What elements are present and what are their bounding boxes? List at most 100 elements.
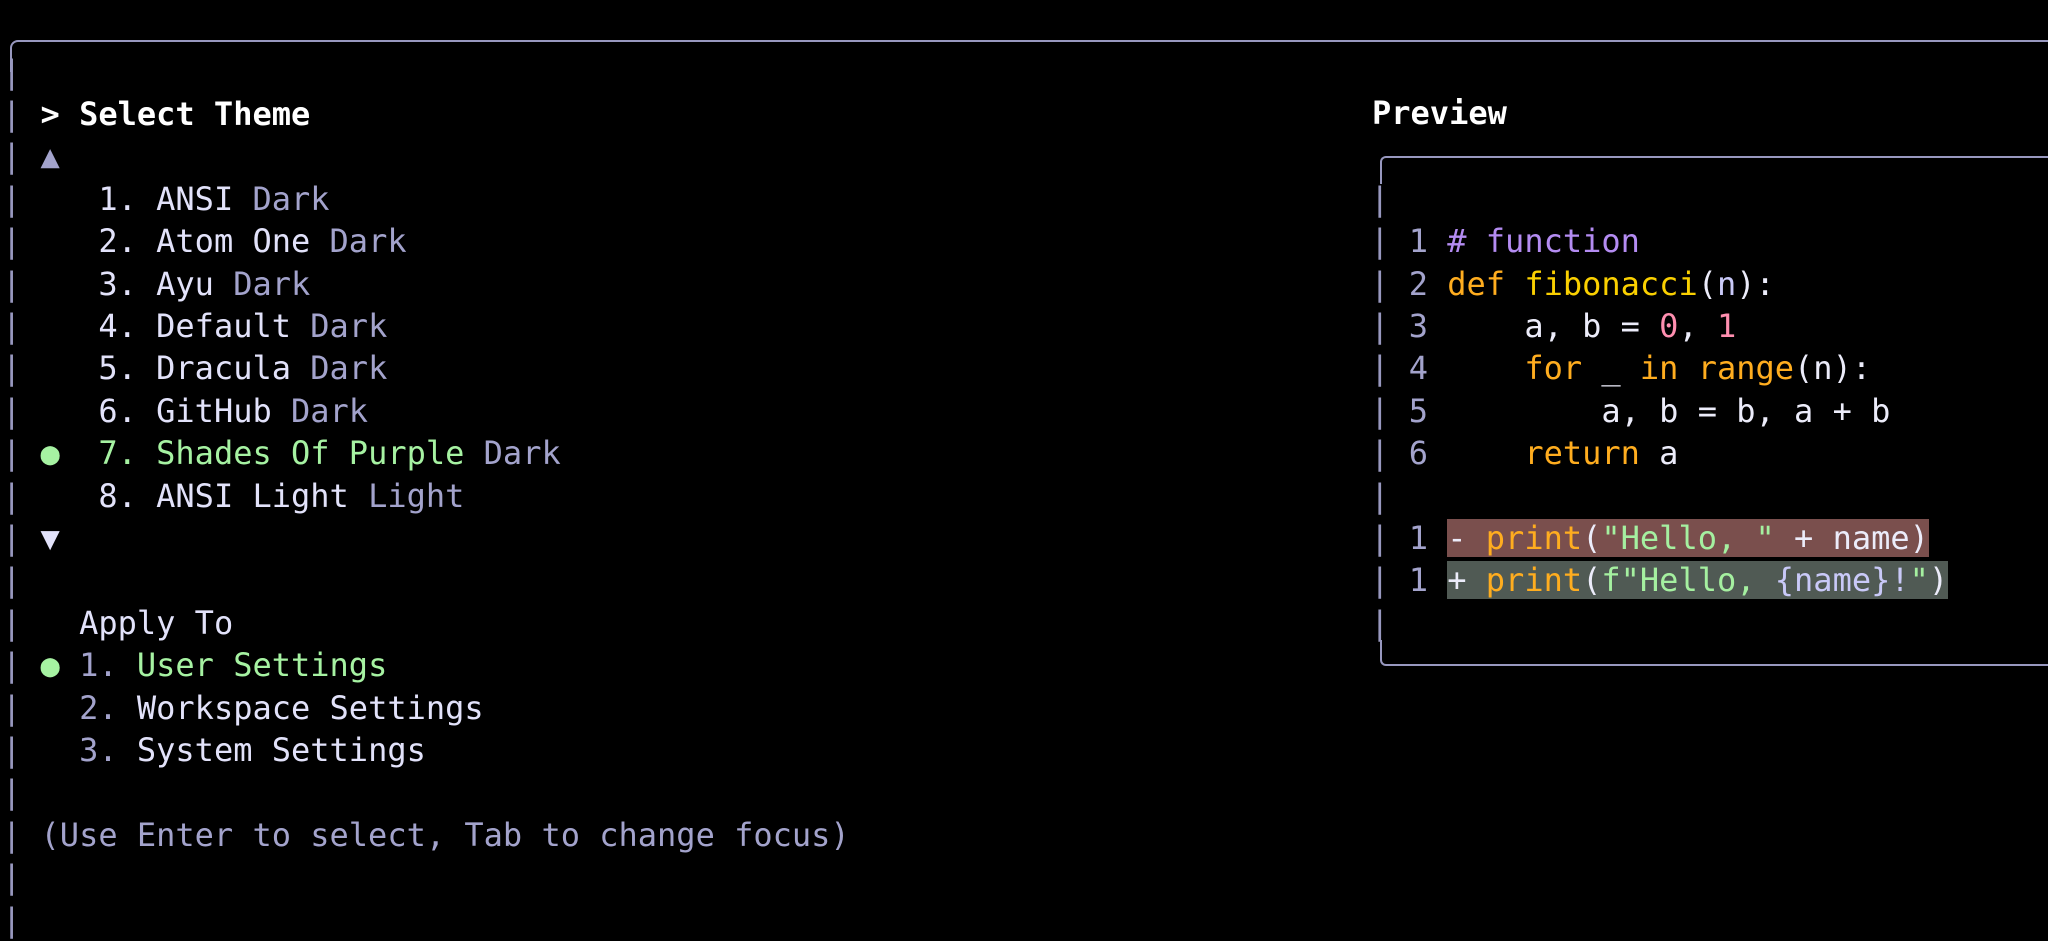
code-token-fn: fibonacci — [1524, 264, 1698, 303]
border-segment: | — [2, 434, 22, 473]
theme-type: Light — [368, 476, 465, 515]
theme-name: GitHub — [156, 391, 272, 430]
theme-option[interactable]: 2. Atom One Dark — [98, 220, 406, 262]
border-segment: | — [2, 858, 22, 897]
theme-option[interactable]: 4. Default Dark — [98, 305, 387, 347]
code-content: a, b = 0, 1 — [1447, 307, 1736, 345]
theme-option[interactable]: 7. Shades Of Purple Dark — [98, 432, 560, 474]
border-segment: | — [2, 519, 22, 557]
code-token-var: n — [1716, 264, 1737, 303]
theme-type: Dark — [310, 307, 388, 345]
border-segment: | — [2, 646, 22, 685]
code-token-kw: in — [1639, 349, 1698, 388]
code-token-plain: ( — [1582, 519, 1602, 557]
theme-name: ANSI — [156, 179, 234, 218]
border-segment: | — [2, 900, 22, 939]
apply-to-option[interactable]: 3. System Settings — [79, 729, 426, 771]
preview-box-border-bottom — [1380, 640, 2048, 666]
theme-name: Dracula — [156, 349, 291, 388]
line-number: 2 — [1409, 263, 1428, 305]
theme-option[interactable]: 1. ANSI Dark — [98, 178, 329, 220]
theme-number: 5. — [98, 349, 137, 388]
code-token-plain: _ — [1582, 349, 1640, 388]
theme-type: Dark — [329, 222, 407, 261]
theme-number: 6. — [98, 391, 137, 430]
line-number: 1 — [1408, 561, 1428, 600]
code-content: a, b = b, a + b — [1447, 392, 1890, 430]
apply-to-option[interactable]: 2. Workspace Settings — [79, 687, 484, 729]
border-segment: | — [2, 476, 22, 515]
preview-border-segment: | — [1370, 179, 1390, 218]
border-segment: | — [2, 773, 22, 812]
code-content: for _ in range(n): — [1447, 349, 1871, 387]
line-number: 3 — [1408, 307, 1428, 345]
code-line: for _ in range(n): — [1447, 347, 1871, 389]
line-number: 1 — [1409, 220, 1428, 262]
theme-type: Dark — [291, 391, 369, 430]
code-token-num: 0 — [1659, 307, 1679, 345]
code-token-kw: print — [1485, 561, 1583, 600]
code-token-str: f"Hello, — [1601, 561, 1775, 600]
code-line: + print(f"Hello, {name}!") — [1447, 559, 1949, 601]
theme-number: 3. — [98, 264, 137, 303]
theme-number: 8. — [98, 476, 137, 515]
code-token-kw: for — [1524, 349, 1583, 388]
preview-border-segment: | — [1370, 561, 1390, 600]
code-line: def fibonacci(n): — [1447, 263, 1775, 305]
code-token-plain: ( — [1697, 264, 1717, 303]
preview-border-segment: | — [1370, 603, 1390, 642]
border-segment: | — [2, 815, 22, 854]
line-number: 5 — [1408, 391, 1428, 430]
line-number: 1 — [1408, 222, 1428, 261]
preview-box-border — [1380, 156, 2048, 184]
border-segment: | — [2, 307, 22, 345]
preview-border-segment: | — [1370, 264, 1390, 303]
code-token-kw: print — [1485, 519, 1583, 557]
theme-number: 1. — [98, 179, 137, 218]
scroll-down-icon[interactable]: ▼ — [40, 519, 60, 557]
code-token-plain: a, b = b, a + b — [1447, 391, 1891, 430]
theme-type: Dark — [233, 264, 311, 303]
preview-border-segment: | — [1370, 349, 1390, 388]
code-token-plain: a, b = — [1447, 307, 1660, 345]
code-token-plain: + name) — [1774, 519, 1929, 557]
border-segment: | — [2, 603, 22, 642]
border-segment: | — [2, 349, 22, 388]
line-number: 6 — [1409, 432, 1428, 474]
theme-option[interactable]: 8. ANSI Light Light — [98, 475, 464, 517]
code-token-plain: (n): — [1794, 349, 1872, 388]
focus-caret: > — [40, 95, 60, 133]
apply-to-title: Apply To — [79, 603, 234, 642]
line-number: 1 — [1409, 559, 1428, 601]
border-segment: | — [2, 52, 22, 91]
code-token-cm: # function — [1447, 222, 1640, 261]
theme-type: Dark — [252, 179, 330, 218]
theme-option[interactable]: 3. Ayu Dark — [98, 263, 310, 305]
scroll-up-icon[interactable]: ▲ — [40, 137, 60, 176]
preview-border-segment: | — [1370, 476, 1390, 515]
theme-option[interactable]: 5. Dracula Dark — [98, 347, 387, 389]
code-token-kw: def — [1447, 264, 1525, 303]
theme-number: 2. — [98, 222, 137, 261]
code-token-str: "Hello, " — [1601, 519, 1775, 557]
border-segment: | — [2, 688, 22, 727]
code-token-plain — [1447, 434, 1524, 472]
select-theme-header: > Select Theme — [41, 93, 311, 135]
theme-type: Dark — [483, 434, 561, 473]
theme-option[interactable]: 6. GitHub Dark — [98, 390, 368, 432]
option-number: 3. — [79, 731, 118, 769]
code-token-plain: - — [1447, 519, 1486, 557]
theme-type: Dark — [310, 349, 388, 388]
code-line: a, b = b, a + b — [1447, 390, 1890, 432]
apply-to-option[interactable]: 1. User Settings — [79, 644, 387, 686]
code-token-plain: , — [1678, 307, 1717, 345]
theme-name: Ayu — [156, 264, 214, 303]
line-number: 4 — [1409, 347, 1428, 389]
code-token-var: {name}! — [1774, 561, 1910, 600]
code-token-plain: ( — [1582, 561, 1602, 600]
code-content: # function — [1447, 222, 1640, 260]
preview-border-segment: | — [1370, 434, 1390, 473]
line-number: 2 — [1408, 264, 1428, 303]
border-segment: | — [2, 137, 22, 176]
code-token-plain: a — [1639, 434, 1679, 473]
